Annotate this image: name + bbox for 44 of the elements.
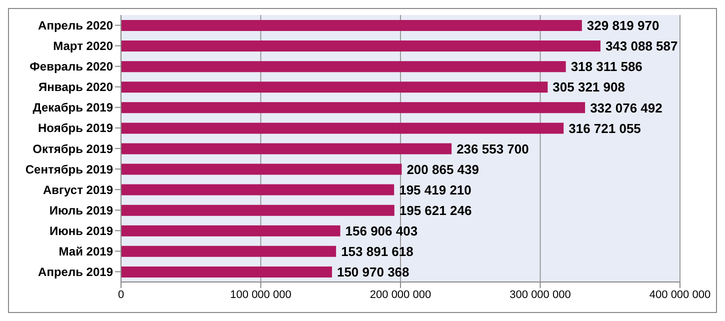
y-tick-label: Август 2019 bbox=[43, 182, 114, 197]
data-label: 343 088 587 bbox=[605, 38, 678, 54]
bar bbox=[121, 20, 582, 31]
x-tick-label: 300 000 000 bbox=[510, 288, 571, 301]
bar bbox=[121, 246, 336, 257]
y-tick-label: Март 2020 bbox=[53, 39, 114, 54]
data-label: 150 970 368 bbox=[336, 264, 410, 280]
bar bbox=[121, 266, 332, 278]
data-label: 332 076 492 bbox=[590, 100, 662, 116]
y-tick-label: Декабрь 2019 bbox=[32, 100, 114, 115]
bar bbox=[121, 102, 586, 114]
y-tick-label: Сентябрь 2019 bbox=[25, 162, 114, 176]
bar bbox=[121, 184, 394, 196]
y-tick-label: Июль 2019 bbox=[49, 203, 114, 218]
bar bbox=[121, 82, 548, 93]
bar bbox=[121, 61, 566, 72]
data-label: 316 721 055 bbox=[568, 120, 641, 136]
x-tick-label: 400 000 000 bbox=[649, 288, 711, 301]
y-tick-label: Май 2019 bbox=[58, 244, 114, 258]
data-label: 153 891 618 bbox=[341, 244, 414, 260]
bar bbox=[121, 122, 564, 134]
x-tick-label: 0 bbox=[118, 288, 124, 301]
y-tick-label: Июнь 2019 bbox=[49, 224, 114, 238]
y-tick-label: Январь 2020 bbox=[38, 80, 114, 94]
data-label: 200 865 439 bbox=[406, 162, 480, 177]
data-label: 236 553 700 bbox=[456, 141, 529, 156]
bar bbox=[121, 225, 340, 236]
x-tick-label: 200 000 000 bbox=[370, 288, 432, 301]
bar bbox=[121, 40, 600, 52]
y-tick-label: Ноябрь 2019 bbox=[38, 121, 114, 136]
data-label: 156 906 403 bbox=[345, 224, 418, 238]
data-label: 305 321 908 bbox=[552, 80, 625, 95]
x-tick-label: 100 000 000 bbox=[230, 288, 292, 301]
bar bbox=[121, 164, 402, 175]
data-label: 195 621 246 bbox=[399, 202, 472, 218]
bar bbox=[121, 204, 394, 216]
data-label: 195 419 210 bbox=[399, 182, 472, 198]
bar bbox=[121, 143, 452, 154]
data-label: 318 311 586 bbox=[570, 59, 642, 74]
y-tick-label: Апрель 2020 bbox=[38, 18, 114, 33]
y-tick-label: Февраль 2020 bbox=[30, 60, 114, 74]
y-tick-label: Октябрь 2019 bbox=[32, 142, 114, 156]
y-tick-label: Апрель 2019 bbox=[38, 264, 114, 279]
data-label: 329 819 970 bbox=[586, 18, 660, 34]
